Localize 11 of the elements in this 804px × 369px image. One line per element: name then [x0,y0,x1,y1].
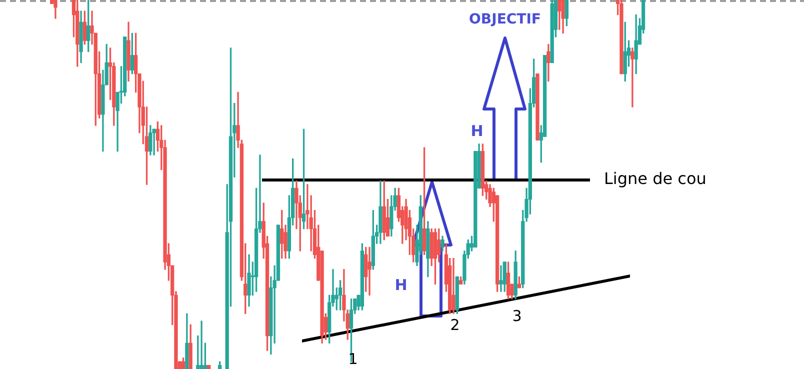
candlestick [499,265,503,292]
annotation: H [394,276,408,294]
annotation: 2 [450,316,460,334]
annotation: OBJECTIF [469,12,541,28]
candlestick [368,246,372,296]
candlestick [200,320,204,369]
annotation: H [470,122,484,140]
annotation: 1 [348,350,358,368]
annotation: 3 [512,306,522,325]
annotation: Ligne de cou [604,169,706,188]
candlestick [152,128,156,156]
